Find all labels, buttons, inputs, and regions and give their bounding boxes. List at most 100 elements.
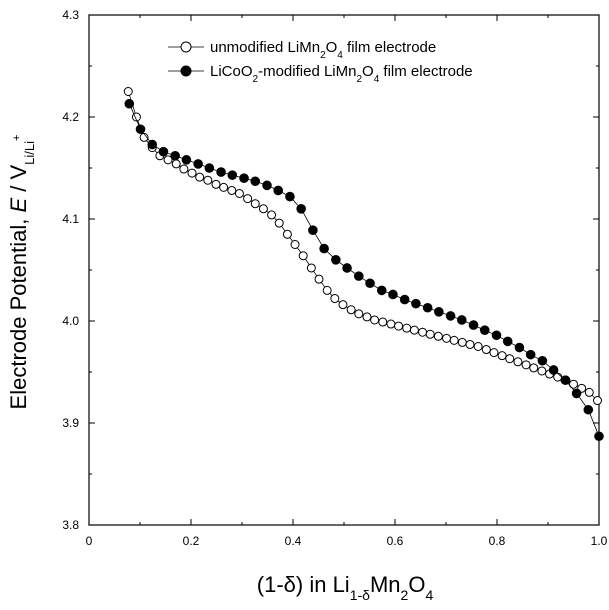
data-point [124, 98, 135, 109]
data-point [525, 349, 536, 360]
data-point [354, 309, 364, 319]
legend-marker [180, 41, 192, 53]
x-tick-label: 0.6 [387, 534, 404, 548]
data-point [211, 179, 221, 189]
data-point [203, 175, 213, 185]
data-point [204, 163, 215, 173]
data-point [560, 375, 571, 385]
data-point [378, 317, 388, 327]
data-point [489, 348, 499, 358]
data-point [594, 431, 604, 442]
data-point [193, 159, 203, 169]
data-point [399, 294, 410, 305]
data-point [250, 199, 260, 209]
data-point [418, 327, 428, 337]
data-point [442, 333, 452, 343]
data-point [227, 170, 238, 180]
y-tick-label: 3.9 [62, 416, 79, 430]
data-point [491, 330, 502, 341]
data-point [592, 396, 602, 406]
data-point [529, 363, 539, 373]
data-point [298, 251, 308, 261]
x-tick-label: 0 [86, 534, 93, 548]
data-point [170, 150, 180, 161]
y-tick-label: 4.1 [62, 212, 79, 226]
data-point [409, 325, 419, 335]
data-point [219, 182, 229, 192]
data-point [239, 173, 249, 183]
data-point [548, 365, 559, 375]
axis-ticks: 0 0.2 0.4 0.6 0.8 1.0 3.8 3.9 4.0 4.1 4.2 4.3 [62, 8, 607, 548]
data-point [422, 302, 433, 313]
data-point [338, 300, 348, 310]
data-point [250, 176, 261, 187]
data-point [308, 225, 318, 236]
series-1 [123, 87, 602, 406]
data-point [135, 124, 146, 135]
data-point [479, 325, 490, 335]
data-point [258, 204, 268, 214]
data-point [330, 294, 340, 304]
data-point [537, 366, 547, 376]
data-point [195, 172, 205, 182]
data-point [537, 355, 548, 366]
y-tick-label: 4.0 [62, 314, 79, 328]
x-tick-label: 0.2 [183, 534, 200, 548]
data-point [386, 319, 396, 329]
y-axis-title: Electrode Potential, E / VLi/Li+ [6, 135, 37, 410]
data-point [171, 159, 181, 169]
y-tick-label: 3.8 [62, 518, 79, 532]
series-2 [124, 98, 604, 442]
data-point [290, 240, 300, 249]
data-point [362, 312, 372, 322]
data-point [365, 278, 375, 289]
data-point [394, 321, 404, 331]
data-point [306, 263, 316, 273]
x-tick-label: 0.4 [285, 534, 302, 548]
legend: unmodified LiMn2O4 film electrodeLiCoO2-… [168, 39, 473, 85]
data-point [497, 351, 507, 361]
data-point [234, 189, 244, 198]
y-tick-label: 4.2 [62, 110, 79, 124]
x-axis-title: (1-δ) in Li1-δMn2O4 [257, 572, 434, 603]
data-point [569, 379, 578, 389]
data-point [433, 331, 443, 341]
data-point [514, 342, 525, 353]
data-point [481, 345, 491, 355]
data-point [376, 285, 387, 296]
data-point [465, 339, 475, 349]
data-point [331, 254, 341, 265]
series-line [128, 103, 600, 437]
data-point [411, 298, 421, 309]
legend-marker [180, 65, 192, 77]
data-point [425, 329, 435, 339]
data-point [434, 307, 444, 317]
data-point [181, 155, 192, 165]
data-point [296, 204, 306, 214]
data-point [513, 357, 523, 367]
data-point [227, 185, 237, 195]
data-point [267, 210, 277, 220]
data-point [163, 155, 173, 165]
legend-label: LiCoO2-modified LiMn2O4 film electrode [210, 63, 473, 85]
data-point [583, 404, 594, 415]
data-point [457, 337, 467, 347]
data-point [158, 146, 169, 157]
data-point [187, 168, 197, 178]
data-point [353, 271, 364, 281]
data-point [273, 185, 284, 196]
data-point [179, 164, 189, 174]
data-point [370, 315, 380, 325]
data-point [502, 336, 513, 347]
x-tick-label: 0.8 [489, 534, 506, 548]
data-point [216, 167, 226, 177]
data-point [262, 180, 272, 191]
y-tick-label: 4.3 [62, 8, 79, 22]
data-point [457, 315, 467, 325]
series-layer [123, 87, 604, 442]
data-point [505, 354, 515, 364]
data-point [319, 243, 329, 254]
data-point [285, 191, 295, 202]
data-point [521, 360, 531, 370]
